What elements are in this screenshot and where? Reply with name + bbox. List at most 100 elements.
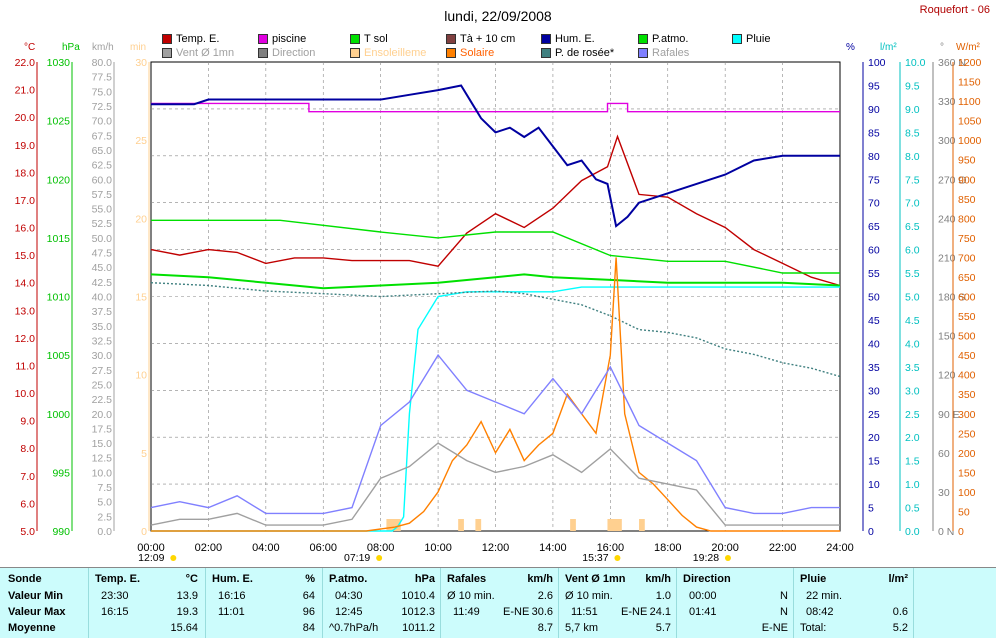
x-tick-label: 08:00: [367, 542, 395, 554]
legend-label: T sol: [364, 33, 388, 45]
axis-tick-wind: 17.5: [92, 423, 113, 435]
legend-swatch: [162, 34, 172, 44]
axis-tick-wind: 22.5: [92, 394, 113, 406]
axis-tick-rain: 8.5: [905, 127, 920, 139]
series-line: [150, 282, 841, 378]
axis-tick-wind: 27.5: [92, 365, 113, 377]
press-max-value: 1012.3: [401, 606, 435, 618]
axis-tick-press: 1000: [47, 409, 71, 421]
axis-tick-solar: 800: [958, 213, 976, 225]
axis-tick-solar: 1200: [958, 57, 982, 69]
axis-tick-min: 30: [135, 57, 147, 69]
gust-avg-value: 8.7: [537, 622, 553, 634]
axis-tick-dir: 30: [938, 487, 950, 499]
axis-tick-rain: 9.5: [905, 80, 920, 92]
axis-tick-temp: 19.0: [15, 140, 36, 152]
legend-swatch: [446, 34, 456, 44]
rain-total-label: Total:: [800, 622, 827, 634]
axis-unit-wind: km/h: [92, 42, 114, 53]
table-header-hum: Hum. E.: [212, 573, 253, 585]
axis-tick-wind: 52.5: [92, 218, 113, 230]
x-tick-label: 02:00: [195, 542, 223, 554]
wind-min-label: Ø 10 min.: [565, 590, 613, 602]
axis-tick-wind: 55.0: [92, 204, 113, 216]
axis-tick-rain: 3.0: [905, 385, 920, 397]
x-tick-label: 22:00: [769, 542, 797, 554]
axis-tick-wind: 25.0: [92, 379, 113, 391]
axis-tick-temp: 12.0: [15, 333, 36, 345]
legend-item: Temp. E.: [162, 33, 219, 45]
axis-tick-min: 10: [135, 370, 147, 382]
row-label-avg: Moyenne: [8, 622, 56, 634]
axis-tick-temp: 15.0: [15, 250, 36, 262]
press-max-time: 12:45: [335, 606, 363, 618]
axis-tick-press: 1020: [47, 174, 71, 186]
event-marker: [614, 555, 621, 561]
axis-tick-hum: 10: [868, 479, 880, 491]
x-tick-label: 24:00: [826, 542, 854, 554]
hum-max-value: 96: [302, 606, 315, 618]
legend-item: Solaire: [446, 47, 494, 59]
axis-tick-hum: 5: [868, 503, 874, 515]
axis-tick-wind: 70.0: [92, 116, 113, 128]
wind-min-value: 1.0: [655, 590, 671, 602]
axis-tick-hum: 85: [868, 127, 880, 139]
dir-max-value: N: [780, 606, 788, 618]
axis-tick-wind: 15.0: [92, 438, 113, 450]
legend-label: Vent Ø 1mn: [176, 47, 235, 59]
legend-item: Vent Ø 1mn: [162, 47, 234, 59]
axis-tick-dir: 180 S: [938, 292, 965, 304]
axis-tick-solar: 200: [958, 448, 976, 460]
series-line: [150, 353, 840, 515]
axis-tick-press: 1005: [47, 350, 71, 362]
axis-tick-rain: 8.0: [905, 151, 920, 163]
axis-tick-rain: 7.5: [905, 174, 920, 186]
axis-tick-wind: 72.5: [92, 101, 113, 113]
legend-item: piscine: [258, 33, 306, 45]
axis-tick-wind: 7.5: [97, 482, 112, 494]
legend-item: T sol: [350, 33, 388, 45]
axis-tick-rain: 4.0: [905, 338, 920, 350]
axis-tick-wind: 50.0: [92, 233, 113, 245]
axis-tick-temp: 16.0: [15, 223, 36, 235]
event-marker: [724, 555, 731, 561]
dir-min-time: 00:00: [689, 590, 717, 602]
axis-tick-solar: 550: [958, 311, 976, 323]
axis-tick-dir: 0 N: [938, 526, 954, 538]
axis-tick-hum: 100: [868, 57, 886, 69]
axis-tick-hum: 35: [868, 362, 880, 374]
event-marker: [376, 555, 383, 561]
press-min-time: 04:30: [335, 590, 363, 602]
axis-tick-rain: 1.5: [905, 456, 920, 468]
axis-unit-hum: %: [846, 42, 855, 53]
legend-label: Ensoleilleme: [364, 47, 427, 59]
gust-min-label: Ø 10 min.: [447, 590, 495, 602]
axis-tick-dir: 330: [938, 96, 956, 108]
axis-tick-rain: 2.0: [905, 432, 920, 444]
x-tick-label: 18:00: [654, 542, 682, 554]
axis-tick-temp: 18.0: [15, 167, 36, 179]
row-label-max: Valeur Max: [8, 606, 66, 618]
axis-tick-solar: 400: [958, 370, 976, 382]
legend-swatch: [638, 48, 648, 58]
axis-tick-solar: 900: [958, 174, 976, 186]
axis-tick-wind: 32.5: [92, 335, 113, 347]
axis-tick-wind: 30.0: [92, 350, 113, 362]
axis-tick-solar: 850: [958, 194, 976, 206]
axis-tick-rain: 3.5: [905, 362, 920, 374]
legend-label: Temp. E.: [176, 33, 220, 45]
axis-tick-wind: 12.5: [92, 453, 113, 465]
axis-tick-hum: 55: [868, 268, 880, 280]
rain-duration: 22 min.: [806, 590, 843, 602]
legend-item: P. de rosée*: [541, 47, 614, 59]
legend-swatch: [162, 48, 172, 58]
axis-tick-temp: 20.0: [15, 112, 36, 124]
axis-tick-rain: 6.5: [905, 221, 920, 233]
sunshine-bar: [639, 519, 645, 531]
axis-tick-hum: 45: [868, 315, 880, 327]
axis-tick-hum: 95: [868, 80, 880, 92]
axis-tick-temp: 17.0: [15, 195, 36, 207]
table-unit-press: hPa: [414, 573, 435, 585]
rain-total-value: 5.2: [892, 622, 908, 634]
table-header-wind: Vent Ø 1mn: [565, 573, 626, 585]
